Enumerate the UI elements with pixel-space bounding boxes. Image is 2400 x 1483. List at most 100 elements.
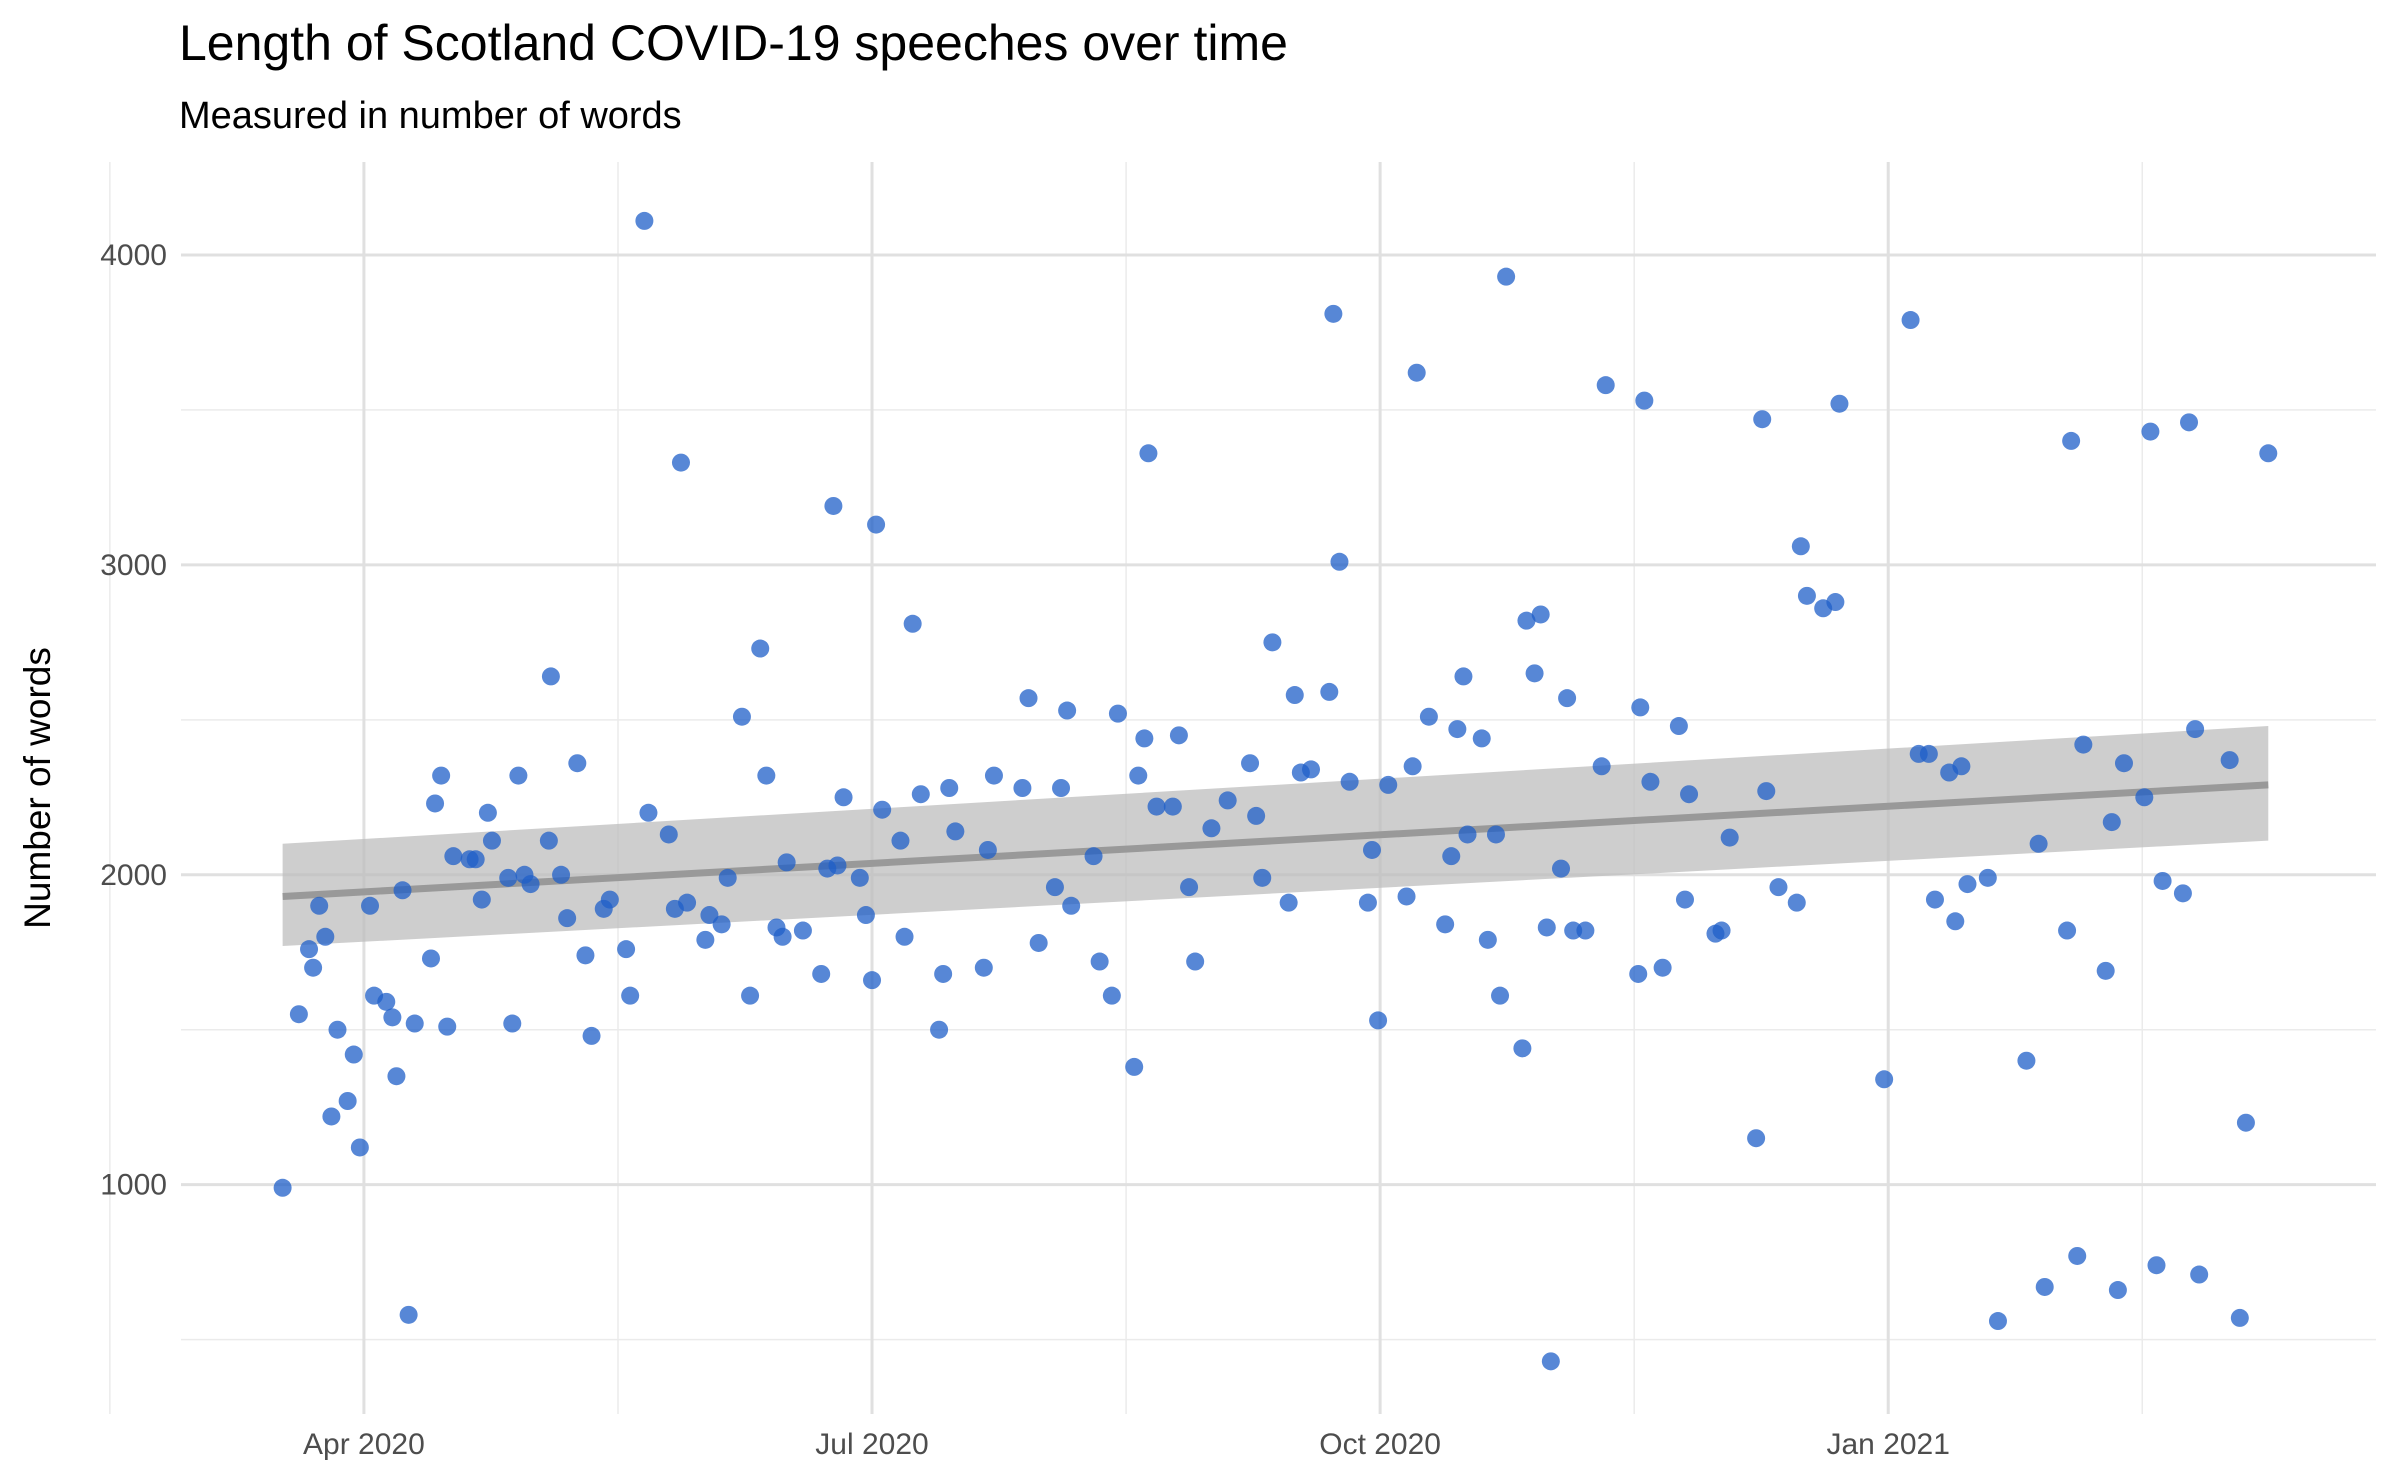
data-point bbox=[696, 930, 715, 949]
confidence-band bbox=[282, 726, 2269, 947]
data-point bbox=[895, 927, 914, 946]
data-point bbox=[635, 211, 654, 230]
data-point bbox=[2029, 834, 2048, 853]
data-point bbox=[1135, 729, 1154, 748]
data-point bbox=[617, 940, 636, 959]
data-point bbox=[1978, 868, 1997, 887]
data-point bbox=[1919, 744, 1938, 763]
data-point bbox=[1826, 593, 1845, 612]
data-point bbox=[541, 667, 560, 686]
data-point bbox=[934, 964, 953, 983]
data-point bbox=[1147, 797, 1166, 816]
data-point bbox=[621, 986, 640, 1005]
data-point bbox=[1952, 757, 1971, 776]
data-point bbox=[1635, 391, 1654, 410]
data-point bbox=[444, 847, 463, 866]
y-tick-label: 2000 bbox=[100, 859, 167, 892]
data-point bbox=[903, 614, 922, 633]
data-point bbox=[399, 1305, 418, 1324]
data-point bbox=[300, 940, 319, 959]
data-point bbox=[2135, 788, 2154, 807]
data-point bbox=[1541, 1352, 1560, 1371]
data-point bbox=[1241, 754, 1260, 773]
data-point bbox=[1787, 893, 1806, 912]
data-point bbox=[1019, 689, 1038, 708]
data-point bbox=[568, 754, 587, 773]
y-tick-label: 1000 bbox=[100, 1169, 167, 1202]
data-point bbox=[1369, 1011, 1388, 1030]
data-point bbox=[1029, 933, 1048, 952]
data-point bbox=[2153, 871, 2172, 890]
data-point bbox=[2230, 1308, 2249, 1327]
data-point bbox=[1720, 828, 1739, 847]
y-tick-label: 3000 bbox=[100, 549, 167, 582]
data-point bbox=[1125, 1057, 1144, 1076]
data-point bbox=[576, 946, 595, 965]
data-point bbox=[2058, 921, 2077, 940]
x-tick-label: Apr 2020 bbox=[303, 1428, 425, 1461]
data-point bbox=[946, 822, 965, 841]
data-point bbox=[812, 964, 831, 983]
data-point bbox=[639, 803, 658, 822]
data-point bbox=[2062, 431, 2081, 450]
data-point bbox=[1797, 586, 1816, 605]
data-point bbox=[863, 971, 882, 990]
data-point bbox=[856, 906, 875, 925]
data-point bbox=[2259, 444, 2278, 463]
data-point bbox=[2068, 1246, 2087, 1265]
data-point bbox=[1169, 726, 1188, 745]
data-point bbox=[891, 831, 910, 850]
chart-title: Length of Scotland COVID-19 speeches ove… bbox=[179, 15, 1288, 71]
data-point bbox=[1186, 952, 1205, 971]
data-point bbox=[539, 831, 558, 850]
data-point bbox=[1358, 893, 1377, 912]
data-point bbox=[558, 909, 577, 928]
data-point bbox=[824, 496, 843, 515]
data-point bbox=[1397, 887, 1416, 906]
data-point bbox=[2147, 1256, 2166, 1275]
data-point bbox=[304, 958, 323, 977]
data-point bbox=[1669, 717, 1688, 736]
data-point bbox=[582, 1026, 601, 1045]
data-point bbox=[472, 890, 491, 909]
data-point bbox=[1680, 785, 1699, 804]
data-point bbox=[873, 800, 892, 819]
data-point bbox=[1458, 825, 1477, 844]
data-point bbox=[1497, 267, 1516, 286]
data-point bbox=[974, 958, 993, 977]
data-point bbox=[328, 1020, 347, 1039]
data-point bbox=[911, 785, 930, 804]
data-point bbox=[1901, 311, 1920, 330]
data-point bbox=[432, 766, 451, 785]
data-point bbox=[1090, 952, 1109, 971]
data-point bbox=[1558, 689, 1577, 708]
data-point bbox=[1517, 611, 1536, 630]
data-point bbox=[1747, 1129, 1766, 1148]
data-point bbox=[1653, 958, 1672, 977]
data-point bbox=[338, 1092, 357, 1110]
data-point bbox=[1108, 704, 1127, 723]
data-point bbox=[2035, 1277, 2054, 1296]
data-point bbox=[1757, 782, 1776, 801]
data-point bbox=[1486, 825, 1505, 844]
data-point bbox=[426, 794, 445, 813]
data-point bbox=[1340, 772, 1359, 791]
data-point bbox=[773, 927, 792, 946]
data-point bbox=[289, 1005, 308, 1024]
data-point bbox=[1875, 1070, 1894, 1089]
data-point bbox=[1753, 410, 1772, 429]
data-point bbox=[1139, 444, 1158, 463]
data-point bbox=[984, 766, 1003, 785]
data-point bbox=[2074, 735, 2093, 754]
data-point bbox=[1180, 878, 1199, 897]
data-point bbox=[1592, 757, 1611, 776]
data-point bbox=[1379, 775, 1398, 794]
data-point bbox=[1472, 729, 1491, 748]
data-point bbox=[828, 856, 847, 875]
data-point bbox=[2180, 413, 2199, 432]
data-point bbox=[741, 986, 760, 1005]
data-point bbox=[2236, 1113, 2255, 1132]
data-point bbox=[499, 868, 518, 887]
data-point bbox=[1362, 840, 1381, 859]
x-tick-label: Jan 2021 bbox=[1826, 1428, 1949, 1461]
